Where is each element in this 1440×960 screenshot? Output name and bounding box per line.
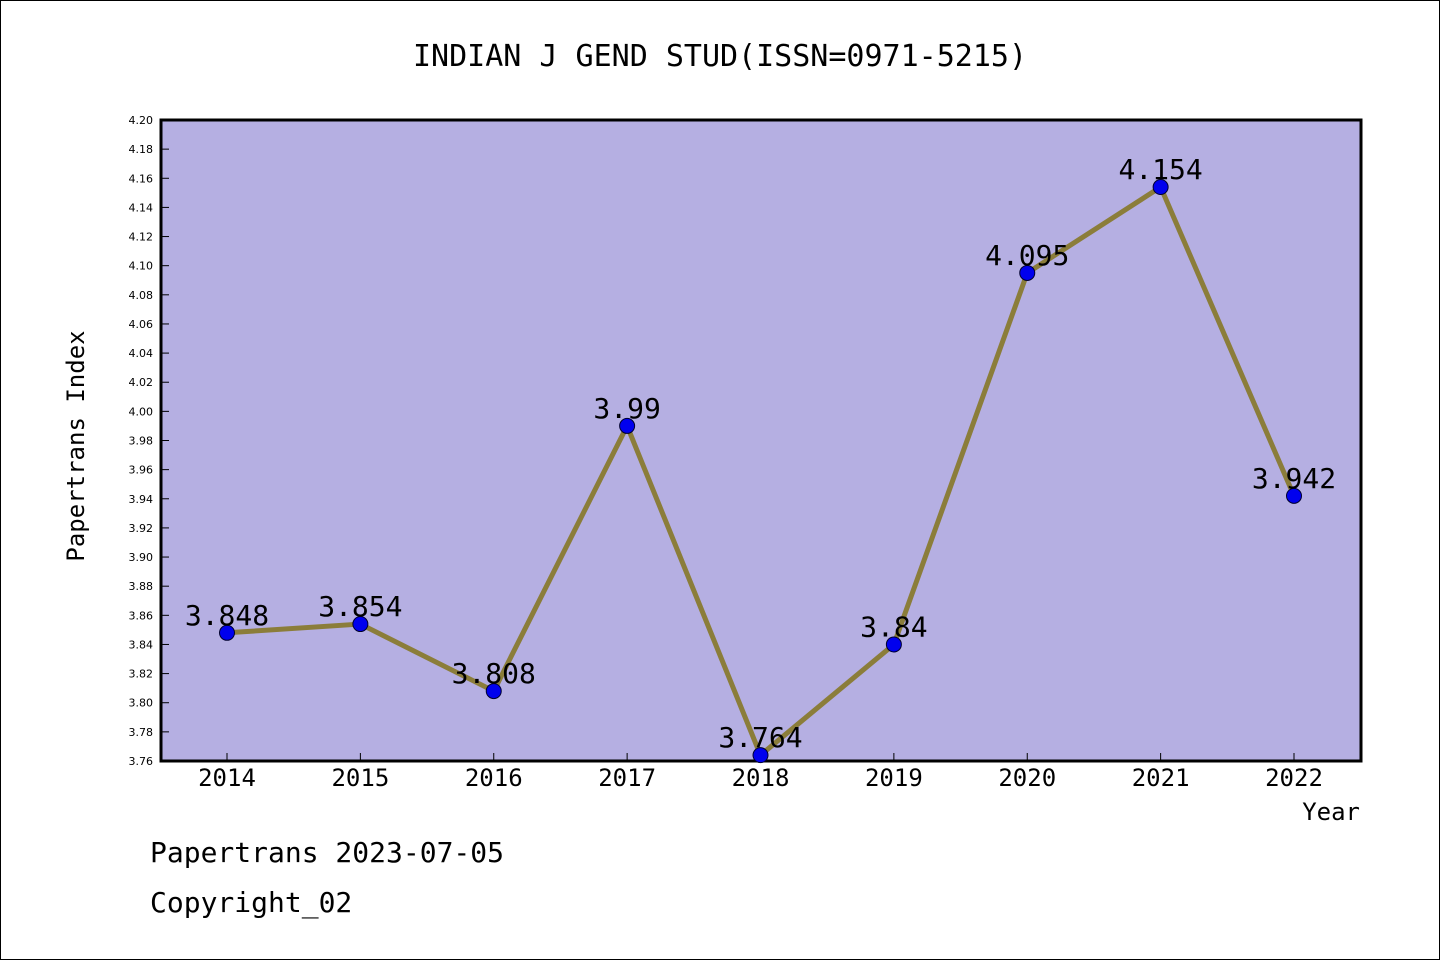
y-tick-label: 3.80 [129,697,154,710]
data-point [219,624,235,641]
x-tick-label: 2016 [465,764,523,792]
y-tick-label: 3.98 [129,435,154,448]
y-tick-label: 3.94 [129,493,154,506]
data-label: 4.154 [1118,153,1202,186]
y-tick-label: 3.82 [129,668,154,681]
plot-area [159,118,1363,763]
data-label: 3.942 [1252,462,1336,495]
x-tick-label: 2015 [331,764,389,792]
data-labels: 3.848 3.854 3.808 3.99 3.764 3.84 4.095 4.154 3.… [185,153,1336,754]
x-tick-label: 2022 [1265,764,1323,792]
x-tick-label: 2021 [1132,764,1190,792]
y-tick-label: 3.84 [129,638,154,651]
data-label: 3.848 [185,599,269,632]
x-tick-label: 2020 [998,764,1056,792]
data-point [1152,179,1169,196]
y-tick-label: 3.96 [129,464,154,477]
chart-title: INDIAN J GEND STUD(ISSN=0971-5215) [413,39,1027,74]
x-axis-label: Year [1302,798,1360,826]
data-label: 3.854 [318,590,402,623]
data-point [485,683,502,700]
data-point [885,636,902,653]
y-tick-label: 4.08 [129,289,154,302]
y-tick-label: 3.90 [129,551,154,564]
x-tick-label: 2018 [732,764,790,792]
x-tick-label: 2014 [198,764,256,792]
data-point [352,616,369,633]
y-tick-label: 3.88 [129,580,154,593]
data-label: 3.99 [593,392,660,425]
y-axis-label: Papertrans Index [62,330,90,561]
footer-copyright: Copyright_02 [150,886,353,919]
data-point [1286,487,1302,504]
x-tick-label: 2017 [598,764,656,792]
y-tick-label: 3.76 [129,755,154,768]
x-axis: 2014 2015 2016 2017 2018 2019 2020 2021 2022 [198,753,1323,792]
data-label: 3.764 [718,721,802,754]
y-tick-label: 3.78 [129,726,154,739]
y-tick-label: 4.16 [129,172,154,185]
y-tick-label: 4.20 [129,114,154,127]
y-tick-label: 4.06 [129,318,154,331]
data-label: 3.84 [860,610,927,643]
data-point [1019,264,1036,281]
y-axis: 3.76 3.78 3.80 3.82 3.84 3.86 3.88 3.90 3.92 3.94… [129,114,169,768]
data-point [619,417,636,434]
y-tick-label: 4.12 [129,231,154,244]
y-tick-label: 4.10 [129,260,154,273]
footer-date: Papertrans 2023-07-05 [150,836,505,869]
data-label: 3.808 [452,657,536,690]
data-point [752,747,769,764]
y-tick-label: 3.92 [129,522,154,535]
y-tick-label: 4.00 [129,405,154,418]
y-tick-label: 3.86 [129,609,154,622]
data-points [219,179,1302,764]
y-tick-label: 4.02 [129,376,154,389]
x-tick-label: 2019 [865,764,923,792]
y-tick-label: 4.18 [129,143,154,156]
y-tick-label: 4.04 [129,347,154,360]
data-label: 4.095 [985,239,1069,272]
y-tick-label: 4.14 [129,201,154,214]
